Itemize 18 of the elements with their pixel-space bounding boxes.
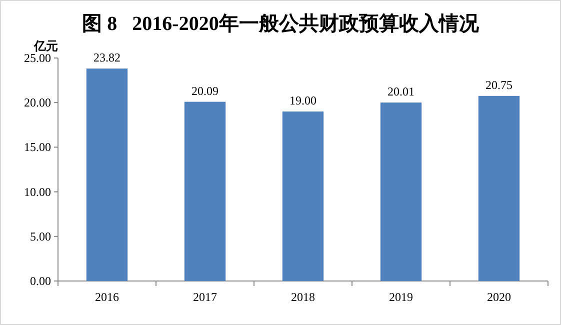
y-tick-label: 20.00 — [24, 96, 51, 110]
x-tick-label: 2016 — [95, 290, 119, 304]
data-label: 20.75 — [486, 78, 512, 92]
data-label: 20.09 — [192, 84, 218, 98]
data-label: 23.82 — [94, 50, 120, 65]
x-tick-label: 2017 — [193, 290, 217, 304]
y-tick-label: 0.00 — [30, 274, 51, 288]
x-tick-label: 2019 — [389, 290, 413, 304]
title: 图 8 2016-2020年一般公共财政预算收入情况 — [82, 13, 479, 35]
y-tick-label: 25.00 — [24, 51, 51, 65]
data-label: 20.01 — [388, 84, 414, 99]
y-tick-label: 10.00 — [24, 184, 51, 199]
x-tick-label: 2018 — [291, 290, 315, 304]
data-label: 19.00 — [290, 94, 316, 108]
y-tick-label: 15.00 — [24, 140, 51, 154]
ylabel: 亿元 — [34, 39, 58, 53]
y-tick-label: 5.00 — [30, 229, 51, 244]
x-tick-label: 2020 — [487, 290, 511, 304]
